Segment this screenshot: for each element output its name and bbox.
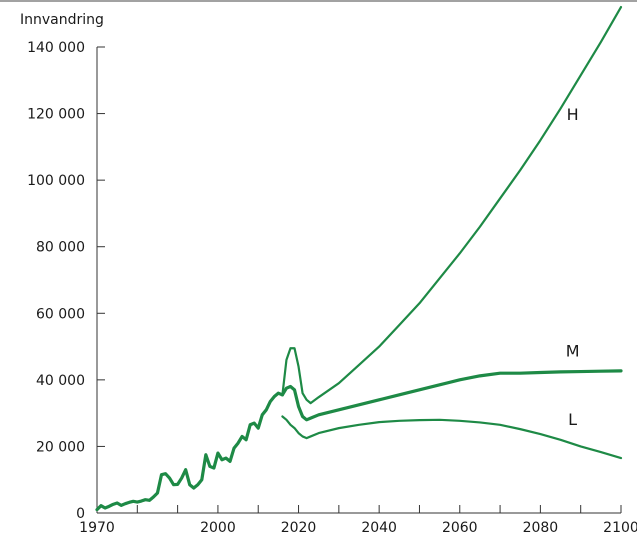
x-tick-label: 2040 xyxy=(361,520,397,536)
series-label-l: L xyxy=(568,410,577,429)
x-tick-label: 2020 xyxy=(281,520,317,536)
x-axis-ticks: 1970 2000 2020 2040 2060 2080 2100 xyxy=(79,505,637,536)
historical-line xyxy=(95,391,285,512)
y-axis-ticks: 0 20 000 40 000 60 000 80 000 100 000 120 000 1… xyxy=(27,40,105,522)
series-line-h xyxy=(281,5,623,405)
y-tick-label: 40 000 xyxy=(36,373,85,389)
x-tick-label: 1970 xyxy=(79,520,115,536)
y-tick-label: 80 000 xyxy=(36,240,85,256)
y-tick-label: 60 000 xyxy=(36,306,85,322)
y-tick-label: 20 000 xyxy=(36,439,85,455)
series-line-m xyxy=(280,369,623,422)
series-label-h: H xyxy=(567,105,579,124)
series-lines xyxy=(95,5,623,512)
y-tick-label: 120 000 xyxy=(27,107,85,123)
x-tick-label: 2100 xyxy=(603,520,637,536)
y-tick-label: 100 000 xyxy=(27,173,85,189)
axes xyxy=(96,47,621,514)
x-tick-label: 2060 xyxy=(442,520,478,536)
series-labels: H M L xyxy=(566,105,580,429)
y-tick-label: 0 xyxy=(76,506,85,522)
series-label-m: M xyxy=(566,342,580,361)
series-line-l xyxy=(281,415,623,460)
x-tick-label: 2080 xyxy=(523,520,559,536)
y-tick-label: 140 000 xyxy=(27,40,85,56)
y-axis-title: Innvandring xyxy=(20,12,104,28)
x-tick-label: 2000 xyxy=(200,520,236,536)
